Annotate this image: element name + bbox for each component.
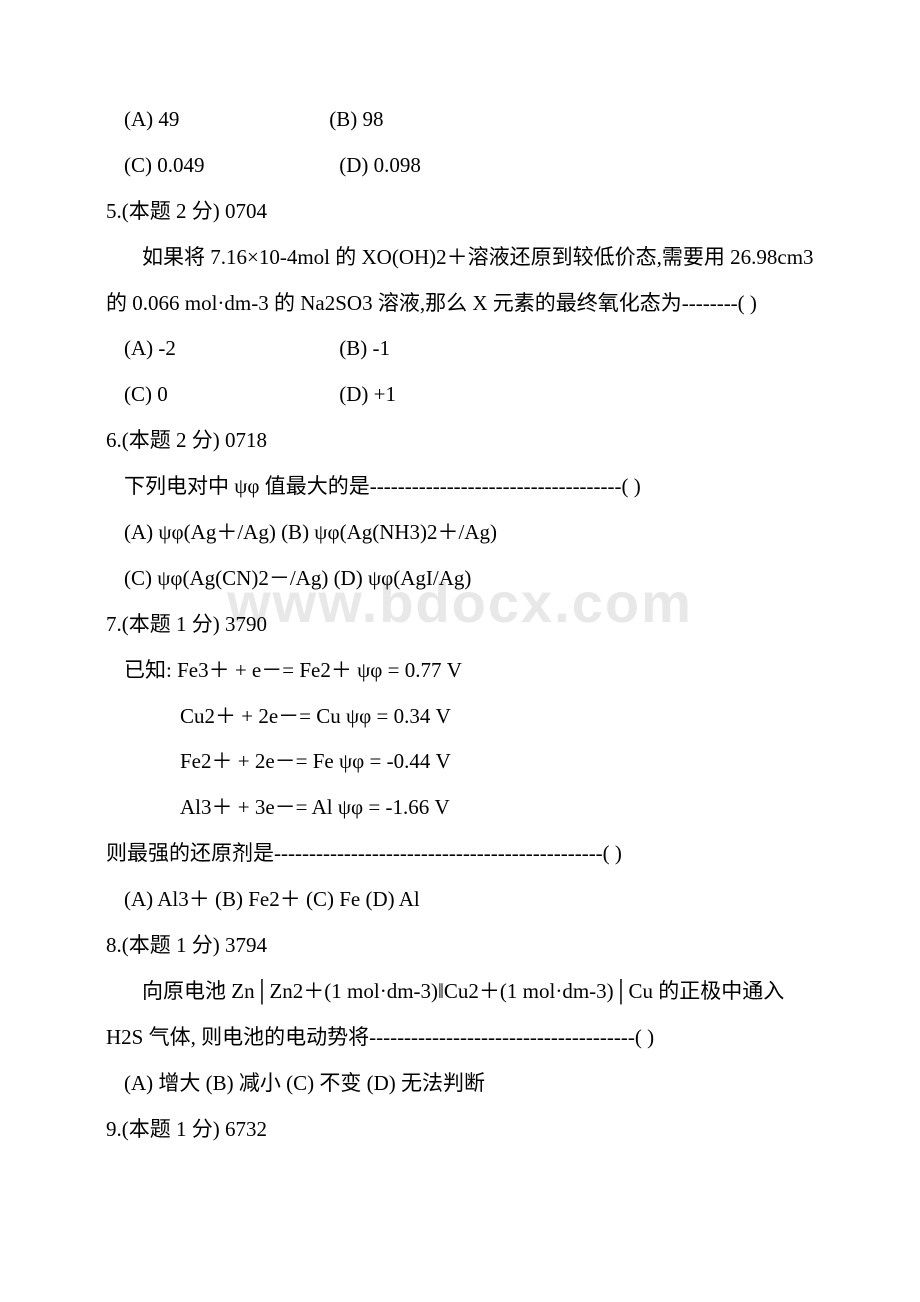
q9-header: 9.(本题 1 分) 6732 xyxy=(70,1110,850,1150)
q8-header: 8.(本题 1 分) 3794 xyxy=(70,926,850,966)
q6-options-row1: (A) ψφ(Ag＋/Ag) (B) ψφ(Ag(NH3)2＋/Ag) xyxy=(70,513,850,553)
q5-body-line1: 如果将 7.16×10-4mol 的 XO(OH)2＋溶液还原到较低价态,需要用… xyxy=(70,238,850,278)
q7-body-line4: Al3＋ + 3e－= Al ψφ = -1.66 V xyxy=(70,788,850,828)
q4-opt-c: (C) 0.049 xyxy=(124,146,334,186)
q5-options-row1: (A) -2 (B) -1 xyxy=(70,329,850,369)
q6-body: 下列电对中 ψφ 值最大的是--------------------------… xyxy=(70,467,850,507)
q4-opt-d: (D) 0.098 xyxy=(339,153,421,177)
q4-opt-a: (A) 49 xyxy=(124,100,324,140)
q8-body-line2: H2S 气体, 则电池的电动势将------------------------… xyxy=(70,1018,850,1058)
q4-opt-b: (B) 98 xyxy=(329,107,383,131)
q4-options-row2: (C) 0.049 (D) 0.098 xyxy=(70,146,850,186)
q5-opt-c: (C) 0 xyxy=(124,375,334,415)
q7-body-line2: Cu2＋ + 2e－= Cu ψφ = 0.34 V xyxy=(70,697,850,737)
q8-options: (A) 增大 (B) 减小 (C) 不变 (D) 无法判断 xyxy=(70,1064,850,1104)
q7-body-line5: 则最强的还原剂是--------------------------------… xyxy=(70,834,850,874)
q7-body-line3: Fe2＋ + 2e－= Fe ψφ = -0.44 V xyxy=(70,742,850,782)
q5-opt-d: (D) +1 xyxy=(339,382,396,406)
q7-body-line1: 已知: Fe3＋ + e－= Fe2＋ ψφ = 0.77 V xyxy=(70,651,850,691)
q5-options-row2: (C) 0 (D) +1 xyxy=(70,375,850,415)
q4-options-row1: (A) 49 (B) 98 xyxy=(70,100,850,140)
q5-opt-a: (A) -2 xyxy=(124,329,334,369)
document-content: (A) 49 (B) 98 (C) 0.049 (D) 0.098 5.(本题 … xyxy=(70,100,850,1149)
q8-body-line1: 向原电池 Zn│Zn2＋(1 mol·dm-3)‖Cu2＋(1 mol·dm-3… xyxy=(70,972,850,1012)
q6-options-row2: (C) ψφ(Ag(CN)2－/Ag) (D) ψφ(AgI/Ag) xyxy=(70,559,850,599)
q5-header: 5.(本题 2 分) 0704 xyxy=(70,192,850,232)
q5-opt-b: (B) -1 xyxy=(339,336,390,360)
q6-header: 6.(本题 2 分) 0718 xyxy=(70,421,850,461)
q7-options: (A) Al3＋ (B) Fe2＋ (C) Fe (D) Al xyxy=(70,880,850,920)
q5-body-line2: 的 0.066 mol·dm-3 的 Na2SO3 溶液,那么 X 元素的最终氧… xyxy=(70,284,850,324)
q7-header: 7.(本题 1 分) 3790 xyxy=(70,605,850,645)
